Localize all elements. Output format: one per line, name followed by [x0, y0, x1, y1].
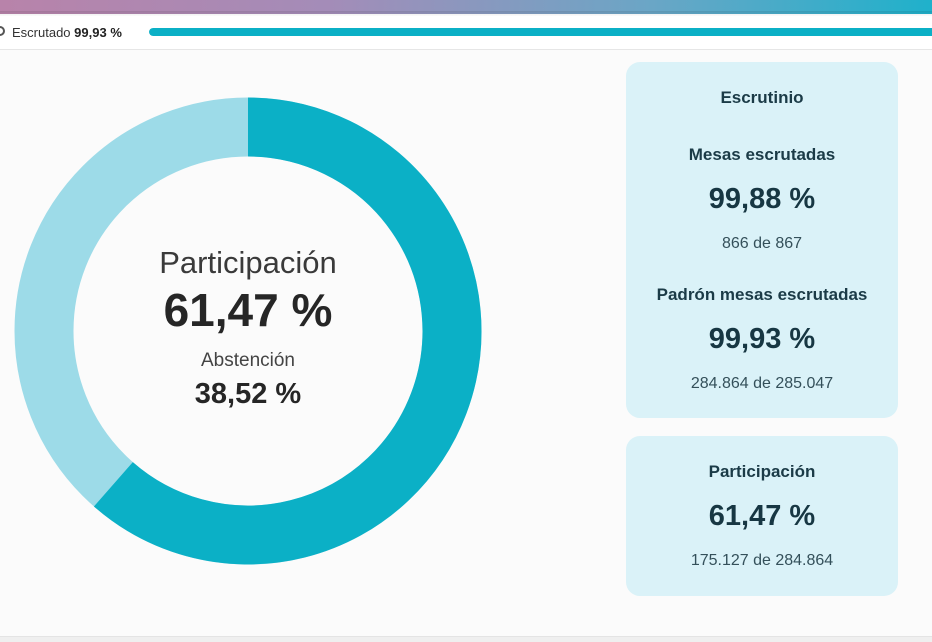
escrutinio-title: Escrutinio [720, 88, 804, 107]
mesas-escrutadas-value: 99,88 % [708, 183, 816, 215]
participacion-card: Participación 61,47 % 175.127 de 284.864 [626, 436, 898, 596]
padron-value: 99,93 % [708, 323, 816, 355]
bottom-divider [0, 636, 932, 642]
progress-fill [149, 28, 932, 36]
participacion-card-value: 61,47 % [708, 500, 816, 532]
header-shadow [0, 11, 932, 16]
donut-svg [14, 97, 482, 565]
scrutiny-progress-bar-row: Escrutado 99,93 % [0, 16, 932, 50]
progress-label-text: Escrutado [12, 25, 71, 40]
donut-segment-participation [93, 97, 482, 565]
header-gradient-band [0, 0, 932, 14]
progress-circle-icon [0, 26, 5, 36]
participation-donut-chart: Participación 61,47 % Abstención 38,52 % [14, 97, 482, 565]
mesas-escrutadas-detail: 866 de 867 [721, 235, 803, 252]
donut-title: Participación [159, 245, 337, 280]
progress-label: Escrutado 99,93 % [12, 25, 122, 40]
donut-subtitle: Abstención [200, 350, 295, 371]
donut-value: 61,47 % [163, 284, 333, 336]
escrutinio-card: Escrutinio Mesas escrutadas 99,88 % 866 … [626, 62, 898, 418]
participacion-card-detail: 175.127 de 284.864 [690, 552, 834, 569]
padron-detail: 284.864 de 285.047 [690, 375, 834, 392]
participacion-card-title: Participación [708, 462, 816, 481]
mesas-escrutadas-title: Mesas escrutadas [688, 145, 836, 164]
padron-title: Padrón mesas escrutadas [656, 285, 868, 304]
progress-track [149, 28, 932, 36]
progress-value: 99,93 % [74, 25, 122, 40]
donut-center-label: Participación 61,47 % Abstención 38,52 % [14, 97, 482, 565]
donut-subvalue: 38,52 % [194, 378, 302, 410]
